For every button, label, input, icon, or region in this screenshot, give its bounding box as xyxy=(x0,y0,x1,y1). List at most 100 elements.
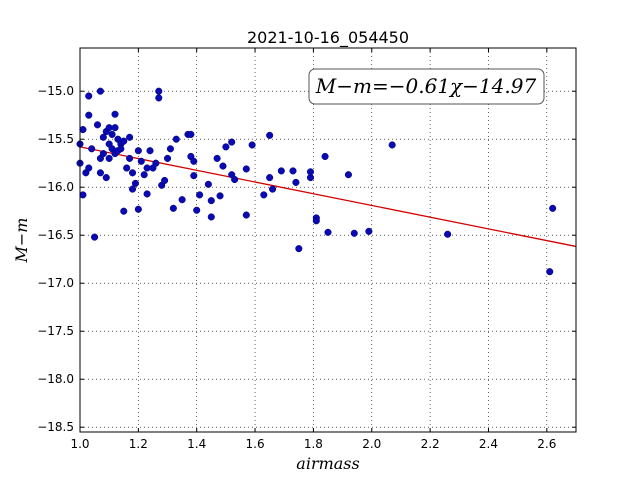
data-point xyxy=(134,205,142,213)
x-tick-label: 2.4 xyxy=(479,437,498,451)
data-point xyxy=(126,133,134,141)
x-axis-ticks: 1.0 1.2 1.4 1.6 1.8 2.0 2.2 2.4 2.6 xyxy=(70,48,556,451)
data-point xyxy=(277,167,285,175)
data-point xyxy=(350,229,358,237)
data-point xyxy=(155,87,163,95)
data-point xyxy=(190,172,198,180)
fit-equation-text: M−m=−0.61χ−14.97 xyxy=(315,74,537,98)
x-tick-label: 2.6 xyxy=(537,437,556,451)
plot-frame xyxy=(79,47,577,433)
data-point xyxy=(219,162,227,170)
data-point xyxy=(93,121,102,129)
x-tick-label: 2.0 xyxy=(362,437,381,451)
data-point xyxy=(266,131,274,139)
data-point xyxy=(193,206,201,214)
data-point xyxy=(549,204,557,212)
data-point xyxy=(99,133,107,141)
data-point xyxy=(120,207,128,215)
x-tick-label: 1.2 xyxy=(129,437,148,451)
data-point xyxy=(248,141,256,149)
data-point xyxy=(105,154,113,162)
y-tick-label: −16.0 xyxy=(37,180,74,194)
data-points xyxy=(76,87,557,276)
data-point xyxy=(143,190,151,198)
y-axis-label: M−m xyxy=(12,218,31,264)
data-point xyxy=(79,126,87,134)
data-point xyxy=(128,169,137,177)
x-tick-label: 2.2 xyxy=(421,437,440,451)
y-tick-label: −16.5 xyxy=(37,228,74,242)
data-point xyxy=(111,110,119,118)
data-point xyxy=(134,147,142,155)
data-point xyxy=(295,245,303,253)
data-point xyxy=(155,94,163,102)
data-point xyxy=(269,185,277,193)
data-point xyxy=(444,230,452,238)
fit-equation-box: M−m=−0.61χ−14.97 xyxy=(308,68,545,105)
data-point xyxy=(207,197,215,205)
data-point xyxy=(137,157,145,165)
data-point xyxy=(178,196,186,204)
data-point xyxy=(231,175,239,184)
data-point xyxy=(324,228,332,236)
data-point xyxy=(196,191,204,199)
data-point xyxy=(161,176,169,185)
data-point xyxy=(344,171,352,179)
data-point xyxy=(228,138,236,146)
y-tick-label: −15.5 xyxy=(37,132,74,146)
x-tick-label: 1.6 xyxy=(246,437,265,451)
data-point xyxy=(546,268,554,276)
data-point xyxy=(266,174,274,182)
data-point xyxy=(96,87,104,95)
data-point xyxy=(166,145,174,153)
data-point xyxy=(216,192,224,200)
fit-equation-frame xyxy=(308,68,545,105)
data-point xyxy=(163,154,172,162)
x-tick-label: 1.4 xyxy=(187,437,206,451)
data-point xyxy=(242,165,250,173)
data-point xyxy=(146,147,154,155)
y-tick-label: −17.5 xyxy=(37,324,74,338)
data-point xyxy=(126,154,134,162)
data-point xyxy=(140,171,148,179)
data-point xyxy=(120,137,128,145)
data-point xyxy=(312,217,320,225)
data-point xyxy=(321,152,329,161)
y-tick-label: −15.0 xyxy=(37,84,74,98)
data-point xyxy=(88,145,96,153)
y-tick-label: −18.0 xyxy=(37,372,74,386)
data-point xyxy=(85,92,93,100)
data-point xyxy=(388,141,396,149)
data-point xyxy=(289,167,297,175)
fit-line xyxy=(79,146,577,248)
data-point xyxy=(365,227,373,235)
data-point xyxy=(131,179,139,187)
fit-line-group xyxy=(79,146,577,248)
data-point xyxy=(306,168,315,176)
y-tick-label: −18.5 xyxy=(37,420,74,434)
data-point xyxy=(172,135,180,143)
y-tick-label: −17.0 xyxy=(37,276,74,290)
data-point xyxy=(128,185,137,193)
data-point xyxy=(213,154,221,162)
chart-title: 2021-10-16_054450 xyxy=(247,28,409,48)
data-point xyxy=(222,143,230,151)
y-axis-ticks: −15.0 −15.5 −16.0 −16.5 −17.0 −17.5 −18.0 −18.5 xyxy=(37,84,576,434)
data-point xyxy=(96,169,104,177)
data-point xyxy=(79,191,87,199)
data-point xyxy=(123,164,131,172)
data-point xyxy=(111,124,119,132)
x-tick-label: 1.8 xyxy=(304,437,323,451)
data-point xyxy=(207,213,215,221)
data-point xyxy=(260,191,268,199)
data-point xyxy=(85,164,93,172)
data-point xyxy=(169,204,177,212)
data-point xyxy=(190,157,198,165)
data-point xyxy=(85,111,93,119)
data-point xyxy=(102,174,110,182)
data-point xyxy=(242,211,250,219)
data-point xyxy=(152,159,160,167)
x-tick-label: 1.0 xyxy=(70,437,89,451)
data-point xyxy=(187,130,195,138)
